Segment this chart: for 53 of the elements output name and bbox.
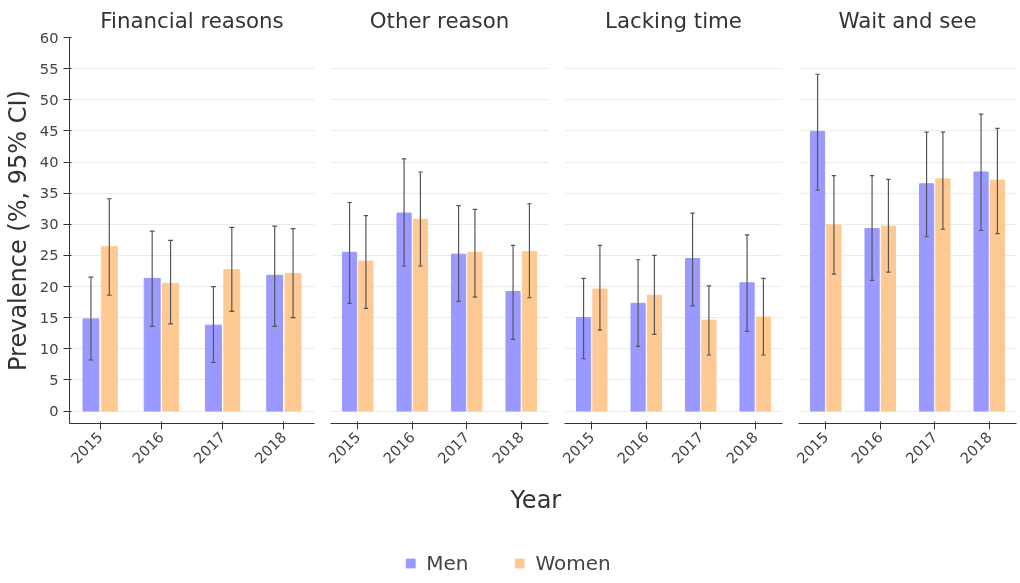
y-tick-label: 45 <box>39 121 59 139</box>
y-tick-label: 60 <box>39 28 59 46</box>
y-tick-label: 50 <box>39 90 59 108</box>
bar <box>223 269 241 412</box>
bar <box>266 274 284 412</box>
bar <box>880 225 897 412</box>
bar <box>918 183 935 412</box>
bar <box>396 212 412 412</box>
y-tick-label: 0 <box>49 402 59 420</box>
x-axis-title: Year <box>509 485 562 514</box>
y-tick-label: 5 <box>49 370 59 388</box>
y-tick-label: 15 <box>39 308 59 326</box>
bar <box>701 319 717 412</box>
y-axis-title: Prevalence (%, 95% CI) <box>3 90 32 371</box>
y-tick-label: 55 <box>39 59 59 77</box>
bar <box>284 272 302 412</box>
bar <box>450 253 467 412</box>
bar <box>341 251 358 412</box>
legend-label: Men <box>426 551 469 575</box>
bar <box>143 277 161 412</box>
bar <box>358 260 374 412</box>
y-tick-label: 10 <box>39 339 59 357</box>
bar <box>82 318 100 412</box>
y-tick-label: 40 <box>39 153 59 171</box>
bar <box>505 291 521 412</box>
bar <box>592 288 608 412</box>
bar <box>100 246 118 412</box>
bar <box>755 316 772 412</box>
bar <box>467 251 483 412</box>
bar <box>646 294 663 412</box>
y-tick-label: 25 <box>39 246 59 264</box>
bar <box>204 324 222 412</box>
y-tick-label: 20 <box>39 277 59 295</box>
y-tick-label: 35 <box>39 184 59 202</box>
chart-title: Other reason <box>369 7 510 33</box>
bar <box>630 302 646 412</box>
bar <box>521 251 538 412</box>
chart-title: Wait and see <box>838 7 977 33</box>
legend-label: Women <box>535 551 611 575</box>
bar <box>162 282 180 412</box>
bar <box>575 317 592 412</box>
bar <box>412 218 429 412</box>
bar <box>989 179 1006 412</box>
y-tick-label: 30 <box>39 215 59 233</box>
chart-title: Financial reasons <box>100 7 284 33</box>
bar <box>684 258 701 412</box>
chart-title: Lacking time <box>605 7 742 33</box>
bar <box>826 224 842 412</box>
bar <box>864 228 880 412</box>
bar <box>973 171 989 412</box>
bar <box>809 131 826 412</box>
bar <box>739 282 755 412</box>
bar <box>935 178 951 412</box>
